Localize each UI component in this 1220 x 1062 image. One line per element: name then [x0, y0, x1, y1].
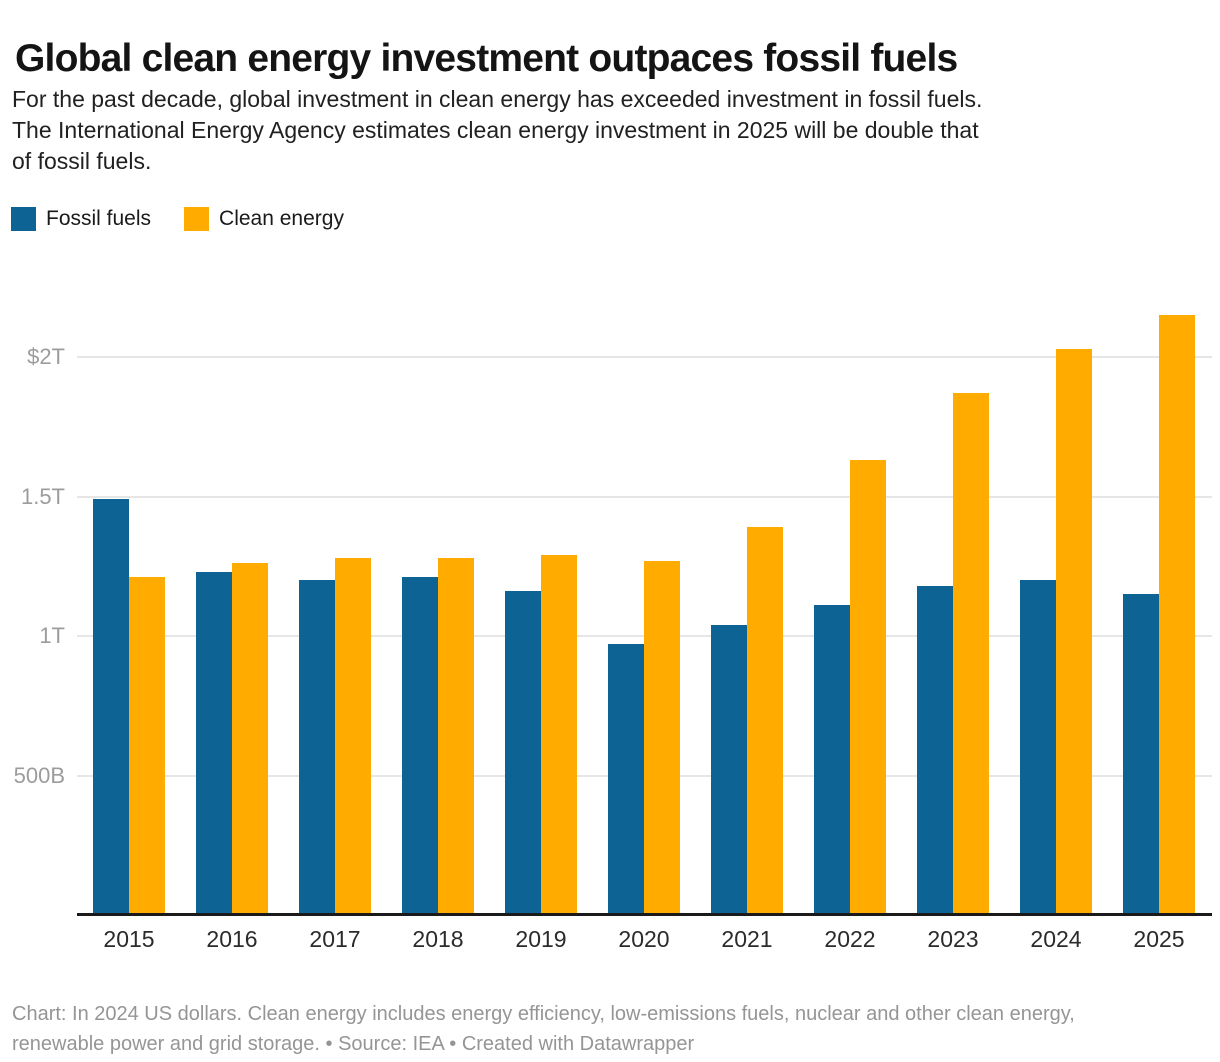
bar-clean-energy-2023 — [953, 393, 989, 915]
bar-fossil-fuels-2021 — [711, 625, 747, 915]
legend-swatch-clean-energy — [184, 207, 210, 231]
bar-clean-energy-2025 — [1159, 315, 1195, 915]
x-axis-tick-label: 2021 — [721, 926, 773, 952]
footer-line: Chart: In 2024 US dollars. Clean energy … — [12, 1003, 1075, 1025]
chart-legend: Fossil fuels Clean energy — [11, 207, 344, 231]
chart-title: Global clean energy investment outpaces … — [15, 37, 958, 81]
bar-clean-energy-2017 — [335, 558, 371, 915]
x-axis-baseline — [77, 913, 1212, 916]
y-axis-tick-label: 1.5T — [20, 484, 65, 509]
x-axis-tick-label: 2018 — [412, 926, 464, 952]
bar-fossil-fuels-2024 — [1020, 580, 1056, 915]
subtitle-line: The International Energy Agency estimate… — [12, 117, 979, 143]
legend-label-fossil-fuels: Fossil fuels — [46, 207, 152, 230]
bar-fossil-fuels-2015 — [93, 499, 129, 915]
legend-label-clean-energy: Clean energy — [219, 207, 344, 230]
bar-clean-energy-2020 — [644, 561, 680, 915]
bar-clean-energy-2015 — [129, 577, 165, 915]
x-axis-tick-label: 2020 — [618, 926, 670, 952]
x-axis-tick-label: 2016 — [206, 926, 258, 952]
gridline-$2T — [77, 356, 1212, 358]
y-axis-tick-label: $2T — [27, 344, 65, 369]
bar-fossil-fuels-2018 — [402, 577, 438, 915]
bar-clean-energy-2018 — [438, 558, 474, 915]
bar-clean-energy-2019 — [541, 555, 577, 915]
bar-fossil-fuels-2019 — [505, 591, 541, 915]
x-axis-tick-label: 2022 — [824, 926, 876, 952]
footer-line: renewable power and grid storage. • Sour… — [12, 1033, 695, 1055]
bar-clean-energy-2021 — [747, 527, 783, 915]
bar-fossil-fuels-2017 — [299, 580, 335, 915]
x-axis-tick-label: 2023 — [927, 926, 979, 952]
gridline-1.5T — [77, 496, 1212, 498]
x-axis-tick-label: 2015 — [103, 926, 155, 952]
legend-swatch-fossil-fuels — [11, 207, 36, 231]
bar-fossil-fuels-2020 — [608, 644, 644, 915]
bar-clean-energy-2016 — [232, 563, 268, 915]
legend-item-fossil-fuels: Fossil fuels — [11, 207, 151, 231]
bar-fossil-fuels-2022 — [814, 605, 850, 915]
bar-fossil-fuels-2025 — [1123, 594, 1159, 915]
bar-fossil-fuels-2016 — [196, 572, 232, 915]
subtitle-line: For the past decade, global investment i… — [12, 86, 983, 112]
x-axis-tick-label: 2025 — [1133, 926, 1185, 952]
bar-fossil-fuels-2023 — [917, 586, 953, 915]
chart-footer: Chart: In 2024 US dollars. Clean energy … — [12, 999, 1207, 1059]
bar-clean-energy-2024 — [1056, 349, 1092, 915]
x-axis-tick-label: 2017 — [309, 926, 361, 952]
chart-subtitle: For the past decade, global investment i… — [12, 84, 1212, 177]
legend-item-clean-energy: Clean energy — [184, 207, 344, 231]
y-axis-tick-label: 500B — [13, 763, 65, 788]
subtitle-line: of fossil fuels. — [12, 148, 152, 174]
y-axis-tick-label: 1T — [39, 623, 65, 648]
x-axis-tick-label: 2024 — [1030, 926, 1082, 952]
x-axis-tick-label: 2019 — [515, 926, 567, 952]
bar-clean-energy-2022 — [850, 460, 886, 915]
